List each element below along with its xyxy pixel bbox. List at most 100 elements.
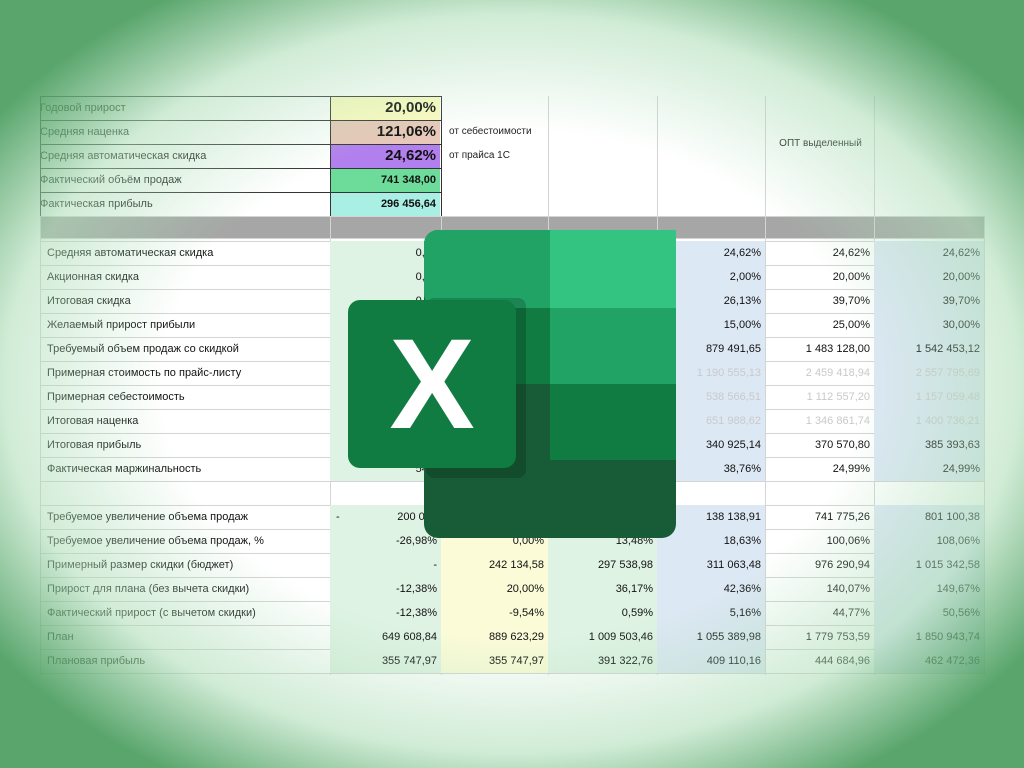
gridline [441, 96, 442, 216]
row-label: План [47, 631, 74, 643]
excel-logo-letter: X [389, 313, 474, 456]
table-cell[interactable]: 355 747,97 [441, 649, 548, 673]
table-cell[interactable]: 24,62% [832, 247, 870, 259]
table-cell[interactable]: 462 472,36 [874, 649, 984, 673]
table-cell[interactable]: 391 322,76 [548, 649, 657, 673]
gridline [874, 96, 875, 216]
table-cell[interactable]: 297 538,98 [548, 553, 657, 577]
markup-note: от себестоимости [449, 126, 532, 137]
row-label: Требуемое увеличение объема продаж, % [47, 535, 264, 547]
actual-sales-value[interactable]: 741 348,00 [330, 168, 440, 192]
table-cell[interactable]: - [330, 553, 441, 577]
gridline [40, 192, 441, 193]
table-cell[interactable]: 385 393,63 [874, 433, 984, 457]
table-cell[interactable]: 140,07% [826, 583, 870, 595]
table-cell[interactable]: 2 459 418,94 [805, 367, 870, 379]
header-label: Средняя автоматическая скидка [40, 150, 207, 162]
table-cell[interactable]: 2 557 795,69 [874, 361, 984, 385]
average-markup-value[interactable]: 121,06% [330, 120, 440, 144]
gridline [40, 216, 984, 217]
row-label: Фактическая маржинальность [47, 463, 202, 475]
table-cell[interactable]: 444 684,96 [814, 655, 870, 667]
table-cell[interactable]: 1 483 128,00 [805, 343, 870, 355]
table-cell[interactable]: 0,59% [548, 601, 657, 625]
header-label: Фактическая прибыль [40, 198, 153, 210]
table-cell[interactable]: 44,77% [832, 607, 870, 619]
table-cell[interactable]: 20,00% [441, 577, 548, 601]
table-cell[interactable]: 409 110,16 [657, 649, 765, 673]
table-cell[interactable]: 801 100,38 [874, 505, 984, 529]
table-cell[interactable]: -12,38% [330, 577, 441, 601]
table-cell[interactable]: 242 134,58 [441, 553, 548, 577]
row-label: Фактический прирост (с вычетом скидки) [47, 607, 256, 619]
cell-prefix: - [336, 511, 340, 523]
gridline [40, 96, 441, 97]
table-cell[interactable]: 1 400 736,21 [874, 409, 984, 433]
table-cell[interactable]: 1 779 753,59 [805, 631, 870, 643]
header-label: Годовой прирост [40, 102, 126, 114]
average-discount-value[interactable]: 24,62% [330, 144, 440, 168]
row-label: Желаемый прирост прибыли [47, 319, 196, 331]
table-cell[interactable]: 30,00% [874, 313, 984, 337]
header-label: Фактический объём продаж [40, 174, 182, 186]
table-cell[interactable]: 1 157 059,48 [874, 385, 984, 409]
table-cell[interactable]: 889 623,29 [441, 625, 548, 649]
row-label: Примерная себестоимость [47, 391, 185, 403]
table-cell[interactable]: 24,62% [874, 241, 984, 265]
row-label: Акционная скидка [47, 271, 140, 283]
table-cell[interactable]: 24,99% [874, 457, 984, 481]
table-cell[interactable]: -12,38% [330, 601, 441, 625]
row-label: Примерный размер скидки (бюджет) [47, 559, 234, 571]
gridline [40, 96, 41, 216]
table-cell[interactable]: 741 775,26 [814, 511, 870, 523]
table-cell[interactable]: 100,06% [826, 535, 870, 547]
row-label: Итоговая прибыль [47, 439, 142, 451]
table-cell[interactable]: 649 608,84 [330, 625, 441, 649]
table-cell[interactable]: 24,99% [832, 463, 870, 475]
table-cell[interactable]: -9,54% [441, 601, 548, 625]
table-cell[interactable]: 50,56% [874, 601, 984, 625]
table-cell[interactable]: 39,70% [832, 295, 870, 307]
table-cell[interactable]: 370 570,80 [814, 439, 870, 451]
row-label: Примерная стоимость по прайс-листу [47, 367, 242, 379]
row-label: Прирост для плана (без вычета скидки) [47, 583, 250, 595]
discount-note: от прайса 1С [449, 150, 510, 161]
table-cell[interactable]: 42,36% [657, 577, 765, 601]
table-cell[interactable]: 25,00% [832, 319, 870, 331]
table-cell[interactable]: 5,16% [657, 601, 765, 625]
annual-growth-value[interactable]: 20,00% [330, 96, 440, 120]
table-cell[interactable]: 39,70% [874, 289, 984, 313]
row-label: Плановая прибыль [47, 655, 146, 667]
table-cell[interactable]: 1 542 453,12 [874, 337, 984, 361]
table-cell[interactable]: 976 290,94 [814, 559, 870, 571]
table-cell[interactable]: 1 055 389,98 [657, 625, 765, 649]
header-label: Средняя наценка [40, 126, 130, 138]
table-cell[interactable]: 20,00% [832, 271, 870, 283]
actual-profit-value[interactable]: 296 456,64 [330, 192, 440, 216]
table-cell[interactable]: 1 850 943,74 [874, 625, 984, 649]
table-cell[interactable]: 1 112 557,20 [806, 391, 870, 403]
table-cell[interactable]: 1 009 503,46 [548, 625, 657, 649]
row-label: Итоговая наценка [47, 415, 139, 427]
table-cell[interactable]: 108,06% [874, 529, 984, 553]
table-cell[interactable]: 1 015 342,58 [874, 553, 984, 577]
gridline [984, 216, 985, 675]
gridline [40, 120, 441, 121]
table-cell[interactable]: 311 063,48 [657, 553, 765, 577]
gridline [40, 144, 441, 145]
gridline [330, 96, 331, 216]
table-cell[interactable]: 149,67% [874, 577, 984, 601]
table-cell[interactable]: 1 346 861,74 [805, 415, 870, 427]
row-label: Средняя автоматическая скидка [47, 247, 214, 259]
table-cell[interactable]: 355 747,97 [330, 649, 441, 673]
row-label: Требуемое увеличение объема продаж [47, 511, 249, 523]
row-label: Требуемый объем продаж со скидкой [47, 343, 239, 355]
table-cell[interactable]: 20,00% [874, 265, 984, 289]
gridline [548, 96, 549, 216]
merged-title: ОПТ выделенный [779, 138, 862, 149]
gridline [765, 96, 766, 216]
gridline [657, 96, 658, 216]
gridline [40, 168, 441, 169]
table-cell[interactable]: 36,17% [548, 577, 657, 601]
